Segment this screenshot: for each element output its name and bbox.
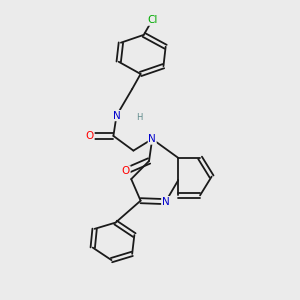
Text: N: N [112, 111, 120, 121]
Text: O: O [122, 166, 130, 176]
Text: N: N [162, 196, 170, 207]
Text: N: N [148, 134, 156, 144]
Text: H: H [136, 113, 143, 122]
Text: Cl: Cl [147, 15, 158, 25]
Text: O: O [86, 131, 94, 141]
